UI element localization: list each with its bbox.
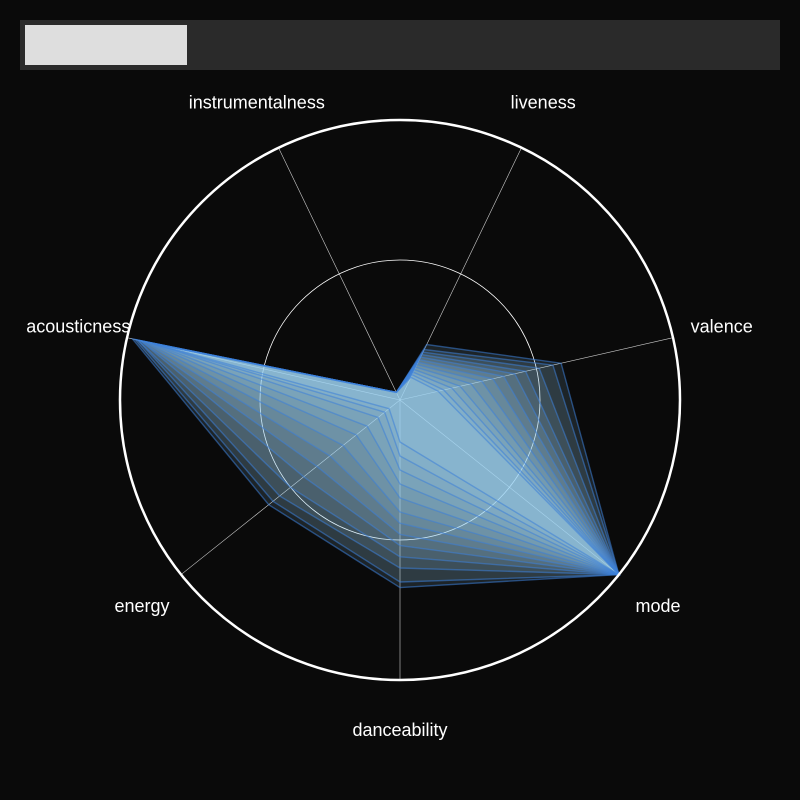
radar-series bbox=[130, 337, 621, 589]
outer-circle bbox=[118, 118, 682, 682]
axis-label-mode: mode bbox=[635, 596, 680, 616]
axis-label-valence: valence bbox=[691, 317, 753, 337]
axis-label-danceability: danceability bbox=[352, 720, 447, 740]
radar-outer-ring bbox=[118, 118, 682, 682]
toolbar-input-field[interactable] bbox=[25, 25, 187, 65]
axis-label-energy: energy bbox=[114, 596, 169, 616]
axis-label-instrumentalness: instrumentalness bbox=[189, 93, 325, 113]
spoke-valence bbox=[399, 337, 674, 401]
axis-label-liveness: liveness bbox=[511, 93, 576, 113]
top-toolbar bbox=[20, 20, 780, 70]
series-polygon-12 bbox=[156, 343, 620, 576]
spoke-instrumentalness bbox=[278, 147, 401, 401]
spoke-mode bbox=[399, 399, 620, 575]
axis-labels: danceability mode valence liveness instrumen… bbox=[26, 93, 752, 740]
axis-label-acousticness: acousticness bbox=[26, 317, 130, 337]
